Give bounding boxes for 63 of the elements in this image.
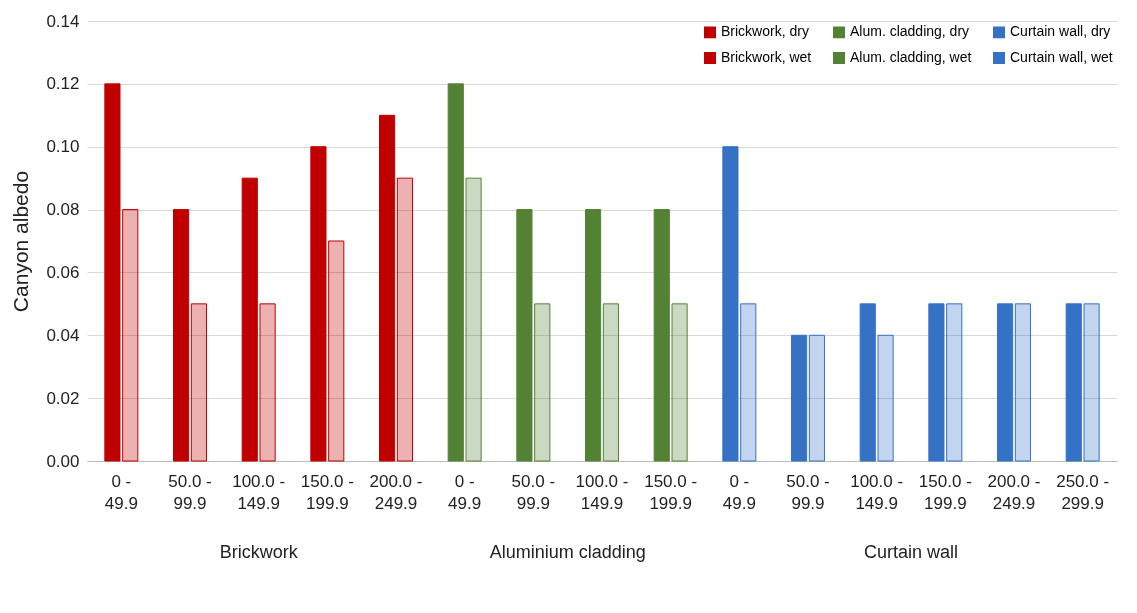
x-tick-label: 150.0 - 199.9	[644, 471, 698, 513]
y-tick-label: 0.04	[46, 325, 80, 345]
bar	[1065, 303, 1082, 462]
y-tick-label: 0.12	[46, 74, 80, 94]
bar	[602, 303, 619, 462]
bar	[241, 177, 258, 462]
x-tick-label: 250.0 - 299.9	[1056, 471, 1110, 513]
bar	[928, 303, 945, 462]
x-tick-label: 150.0 - 199.9	[918, 471, 972, 513]
bar	[671, 303, 688, 462]
legend-label: Curtain wall, dry	[1010, 23, 1111, 40]
legend-label: Alum. cladding, dry	[850, 23, 970, 40]
text: Curtain wall	[863, 542, 959, 562]
y-tick-label: 0.00	[46, 451, 80, 471]
legend-label: Brickwork, wet	[721, 49, 812, 65]
x-tick-label: 100.0 - 149.9	[575, 471, 629, 513]
x-tick-label: 100.0 - 149.9	[232, 471, 286, 513]
y-tick-label: 0.14	[46, 11, 80, 31]
bar	[997, 303, 1014, 462]
bar	[859, 303, 876, 462]
x-tick-label: 50.0 - 99.9	[511, 471, 556, 513]
bar	[447, 83, 464, 462]
x-tick-label: 0 - 49.9	[104, 471, 138, 513]
x-tick-label: 150.0 - 199.9	[300, 471, 354, 513]
bar	[465, 177, 482, 462]
y-tick-label: 0.06	[46, 262, 80, 282]
bar	[379, 114, 396, 462]
bar	[1083, 303, 1100, 462]
bar	[808, 334, 825, 462]
bar	[740, 303, 757, 462]
legend-label: Alum. cladding, wet	[850, 49, 972, 65]
bar	[259, 303, 276, 462]
bar	[396, 177, 413, 462]
text: Brickwork	[219, 542, 299, 562]
bar	[310, 146, 327, 462]
bar	[722, 146, 739, 462]
bar	[190, 303, 207, 462]
bar	[173, 209, 190, 462]
legend-label: Brickwork, dry	[721, 23, 809, 40]
bar	[122, 209, 139, 462]
x-tick-label: 50.0 - 99.9	[786, 471, 830, 513]
bar	[653, 209, 670, 462]
text: Aluminium cladding	[489, 542, 646, 562]
bar	[791, 334, 808, 462]
bar	[104, 83, 121, 462]
x-tick-label: 50.0 - 99.9	[168, 471, 212, 513]
bar	[877, 334, 894, 462]
y-tick-label: 0.10	[46, 137, 80, 157]
y-tick-label: 0.08	[46, 200, 80, 220]
bar	[1014, 303, 1031, 462]
bar	[585, 209, 602, 462]
x-tick-label: 100.0 - 149.9	[850, 471, 904, 513]
legend-label: Curtain wall, wet	[1010, 49, 1113, 65]
x-tick-label: 0 - 49.9	[722, 471, 756, 513]
bar	[946, 303, 963, 462]
bar	[516, 209, 533, 462]
x-tick-label: 200.0 - 249.9	[369, 471, 423, 513]
bar	[328, 240, 345, 462]
y-axis-title: Canyon albedo	[9, 170, 33, 313]
x-tick-label: 200.0 - 249.9	[987, 471, 1041, 513]
y-tick-label: 0.02	[46, 388, 80, 408]
bar	[534, 303, 551, 462]
x-tick-label: 0 - 49.9	[448, 471, 482, 513]
